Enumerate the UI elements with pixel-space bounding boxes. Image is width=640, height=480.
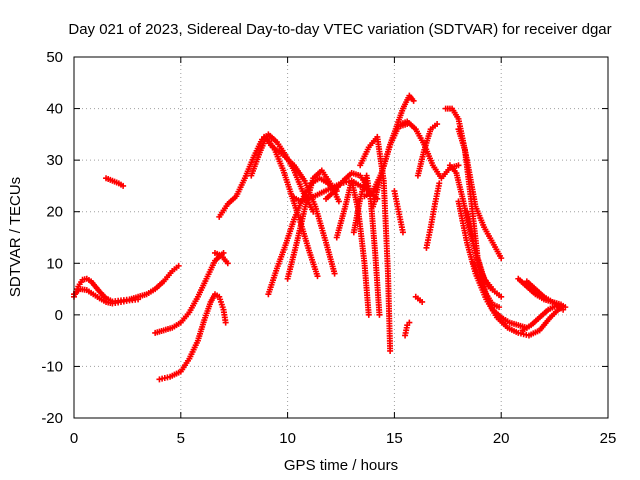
data-point [335,198,342,205]
x-tick-label: 25 [600,430,617,447]
series-arc-20 [397,118,462,182]
x-tick-label: 15 [386,430,403,447]
data-point [496,304,503,311]
x-axis-label: GPS time / hours [284,457,398,474]
series-arc-19 [391,188,406,236]
x-tick-label: 10 [279,430,296,447]
data-point [120,182,127,189]
y-axis-label: SDTVAR / TECUs [7,177,24,297]
y-tick-label: -10 [41,358,63,375]
data-point [434,121,441,128]
data-point [498,255,505,262]
data-point [314,273,321,280]
y-tick-label: 40 [46,101,63,118]
data-point [222,319,229,326]
data-point [365,311,372,318]
y-tick-label: 30 [46,152,63,169]
data-point [498,293,505,300]
x-tick-label: 5 [177,430,185,447]
y-tick-label: 20 [46,204,63,221]
data-point [175,262,182,269]
series-arc-22 [412,293,426,305]
series-arc-24 [423,180,443,251]
grid-lines [74,57,608,418]
axis-ticks: 0 5 10 15 20 25 -20 -10 0 10 20 30 40 50 [41,49,616,447]
series-arc-21 [402,319,413,339]
plot-frame [73,56,609,419]
data-point [560,306,567,313]
data-point [399,229,406,236]
data-point [455,162,462,169]
x-tick-label: 0 [70,430,78,447]
data-point [387,347,394,354]
series-arc-11 [284,167,342,282]
y-tick-label: 0 [55,307,63,324]
data-point [331,270,338,277]
series-arc-6 [211,249,231,267]
data-point [135,296,142,303]
series-arc-15 [350,172,383,318]
series-arc-23 [414,121,441,179]
series-arc-5 [156,291,229,383]
y-tick-label: 10 [46,255,63,272]
y-tick-label: -20 [41,410,63,427]
series-arc-30 [470,260,503,311]
x-tick-label: 20 [493,430,510,447]
series-arc-3 [103,175,127,189]
series-arc-2 [71,286,142,307]
data-point [410,97,417,104]
data-point [419,298,426,305]
series-arc-32 [523,278,565,311]
data-point [436,180,443,187]
data-point [376,311,383,318]
y-tick-label: 50 [46,49,63,66]
data-points [71,92,569,383]
series-arc-14 [333,177,372,318]
data-point [224,260,231,267]
data-point [489,286,496,293]
data-point [406,319,413,326]
series-arc-33 [519,302,567,334]
chart-title: Day 021 of 2023, Sidereal Day-to-day VTE… [68,21,611,38]
